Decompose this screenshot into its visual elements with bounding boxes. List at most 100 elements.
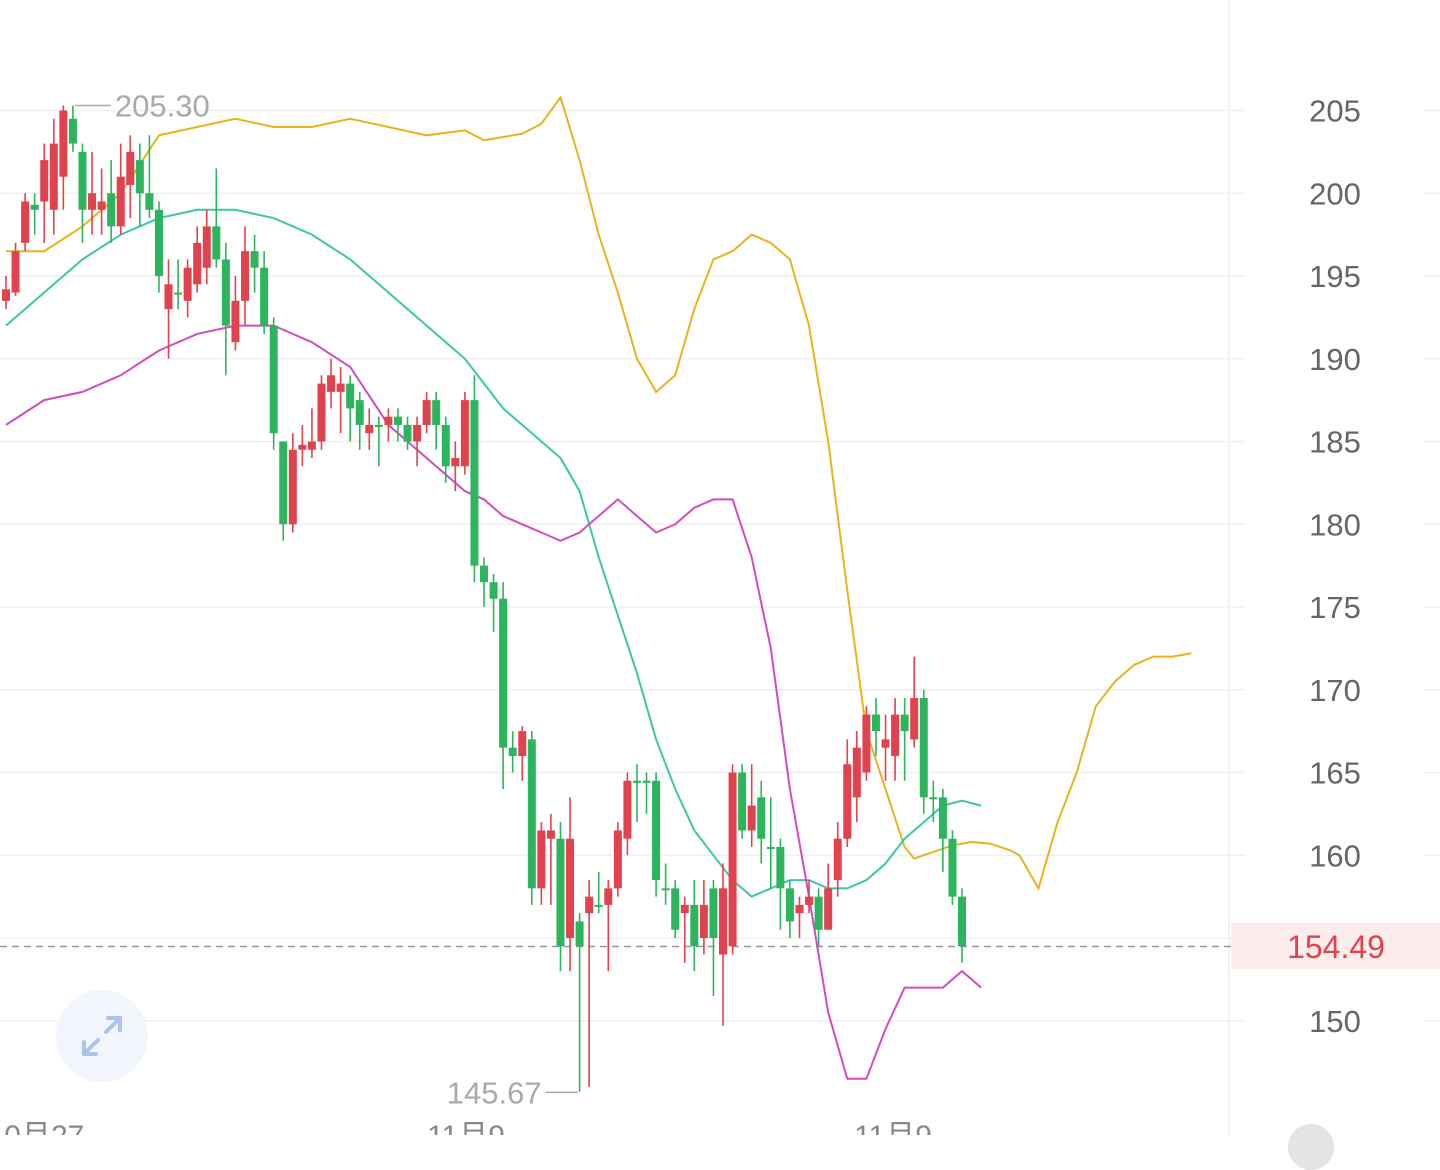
candle-body <box>97 201 106 210</box>
candle <box>145 135 154 219</box>
candle-body <box>585 896 594 914</box>
candle <box>269 317 278 450</box>
y-tick-label: 150 <box>1309 1004 1361 1039</box>
candle-body <box>135 160 144 194</box>
chart-labels: 150 160 165 170 175 180 185 190 195 200 205 205.30 1… <box>0 89 1361 1135</box>
candle <box>432 391 441 450</box>
x-tick-label: 10月27 <box>0 1120 84 1135</box>
candle <box>231 276 240 351</box>
candle-body <box>241 251 249 301</box>
candle-body <box>814 896 823 930</box>
scroll-handle[interactable] <box>1288 1124 1334 1170</box>
candle <box>642 772 651 814</box>
candle <box>355 391 364 450</box>
candle-body <box>824 888 833 930</box>
candle-body <box>652 780 661 881</box>
candle-body <box>508 747 517 756</box>
candle-body <box>154 209 163 276</box>
candle-body <box>546 830 555 839</box>
candle <box>164 259 173 359</box>
lower-band-line <box>5 324 982 1080</box>
candle-body <box>126 151 135 185</box>
gridlines <box>0 0 1440 1135</box>
candle-body <box>40 160 49 202</box>
candle-body <box>422 400 431 425</box>
candle <box>671 880 680 938</box>
candle <box>413 416 422 467</box>
candle-body <box>193 242 202 285</box>
expand-button[interactable] <box>56 990 148 1082</box>
candle-body <box>49 143 58 210</box>
candle-body <box>738 772 747 831</box>
candle <box>451 441 460 492</box>
candle <box>690 880 699 972</box>
candle <box>202 209 211 285</box>
candle-body <box>671 888 680 930</box>
candle <box>135 143 144 227</box>
candle <box>346 375 355 442</box>
candle <box>193 226 202 293</box>
candle-body <box>2 289 10 301</box>
candle <box>508 731 517 773</box>
candle <box>632 764 641 823</box>
candle <box>374 416 383 467</box>
candle <box>365 408 374 450</box>
candle-body <box>451 458 460 467</box>
candle-body <box>852 747 861 798</box>
y-tick-label: 205 <box>1309 94 1361 129</box>
candle-body <box>518 731 527 756</box>
candle <box>221 242 230 376</box>
last-price-badge: 154.49 <box>1231 923 1440 969</box>
candle <box>88 151 97 235</box>
candle-body <box>938 797 947 839</box>
candle-body <box>881 739 890 748</box>
candle-body <box>642 780 651 783</box>
candle-body <box>766 846 775 849</box>
candle-body <box>795 904 804 914</box>
min-price-label: 145.67 <box>447 1075 542 1110</box>
candle <box>757 780 766 864</box>
candle-body <box>871 714 880 732</box>
candle <box>97 168 106 235</box>
candle <box>241 226 249 326</box>
max-price-label: 205.30 <box>115 89 210 124</box>
candle <box>2 276 10 310</box>
candle <box>21 193 30 252</box>
y-tick-label: 195 <box>1309 259 1361 294</box>
candle-body <box>374 424 383 427</box>
candle <box>499 582 508 790</box>
candle <box>126 135 135 219</box>
y-tick-label: 180 <box>1309 507 1361 542</box>
candle-body <box>68 118 77 144</box>
candle <box>709 880 718 996</box>
bollinger-bands <box>5 95 1192 1080</box>
candle <box>814 888 823 947</box>
candle <box>384 408 393 442</box>
candle <box>279 441 288 541</box>
candle <box>919 689 928 814</box>
candle-body <box>21 201 30 243</box>
y-tick-label: 185 <box>1309 425 1361 460</box>
candle <box>403 416 412 450</box>
y-tick-label: 160 <box>1309 838 1361 873</box>
candle <box>833 822 842 897</box>
candle <box>537 822 546 905</box>
candle-body <box>709 888 718 938</box>
candle <box>766 797 775 889</box>
candle <box>393 408 402 442</box>
candle <box>518 726 527 781</box>
candle-body <box>900 714 909 732</box>
candle <box>948 830 957 905</box>
candle-body <box>499 598 508 748</box>
candle-body <box>919 698 928 798</box>
candle <box>805 880 814 914</box>
last-price-label: 154.49 <box>1287 929 1385 965</box>
x-tick-label: 11月9 <box>427 1120 505 1135</box>
candle <box>604 880 613 972</box>
candle-body <box>537 830 546 889</box>
candle-body <box>604 888 613 905</box>
candle <box>719 863 727 1026</box>
candle-body <box>441 424 450 467</box>
candle <box>776 838 785 930</box>
candle <box>929 780 938 823</box>
